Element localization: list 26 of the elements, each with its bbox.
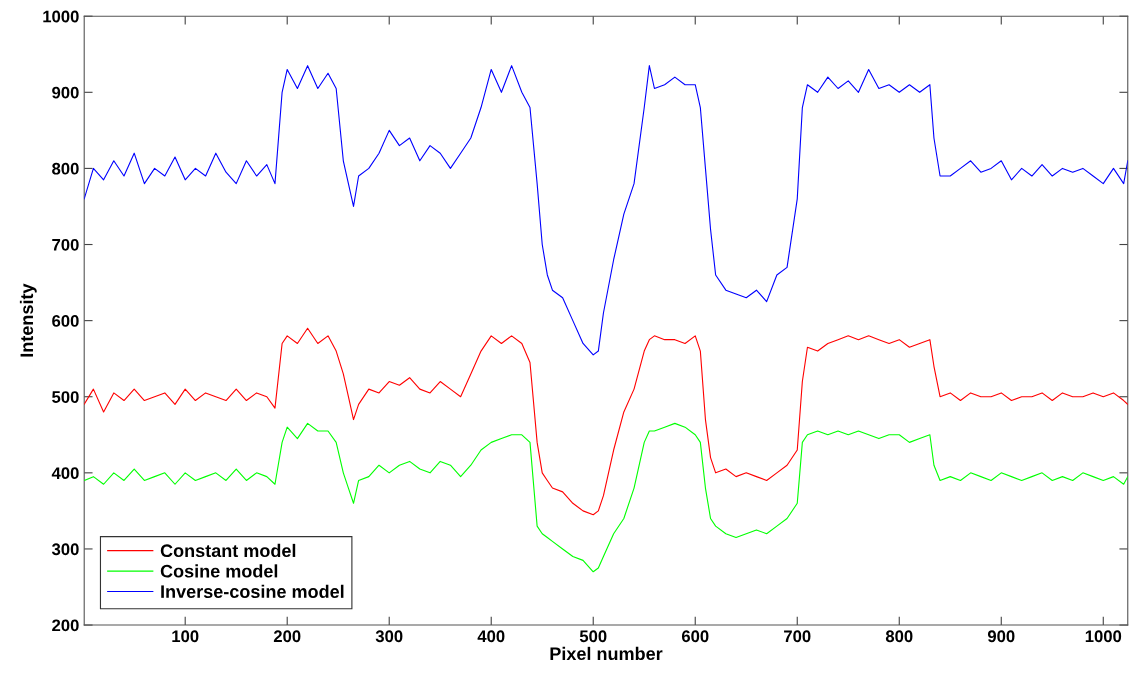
x-tick-label: 1000: [1085, 630, 1122, 643]
x-axis-title: Pixel number: [550, 646, 663, 661]
y-tick-label: 800: [52, 162, 79, 175]
line-series: [84, 65, 1128, 356]
x-tick-label: 400: [477, 630, 505, 643]
x-tick-label: 100: [172, 630, 199, 643]
y-tick-label: 500: [52, 391, 79, 403]
x-tick-label: 800: [885, 630, 913, 643]
y-tick-label: 600: [52, 315, 79, 327]
y-tick-label: 300: [51, 543, 79, 556]
legend-label: Cosine model: [160, 564, 278, 578]
y-tick-label: 200: [52, 619, 79, 632]
legend-label: Constant model: [160, 543, 296, 558]
line-series: [84, 327, 1128, 516]
y-tick-label: 700: [52, 238, 79, 251]
legend-label: Inverse-cosine model: [161, 584, 344, 599]
x-tick-label: 500: [579, 630, 607, 643]
y-axis-title: Intensity: [19, 283, 37, 357]
y-tick-label: 1000: [43, 10, 79, 23]
x-tick-label: 600: [681, 630, 709, 643]
x-tick-label: 200: [273, 630, 301, 643]
y-tick-label: 400: [51, 467, 79, 480]
x-tick-label: 300: [375, 630, 403, 643]
y-tick-label: 900: [52, 86, 79, 99]
x-tick-label: 900: [987, 630, 1015, 643]
x-tick-label: 700: [784, 630, 811, 643]
